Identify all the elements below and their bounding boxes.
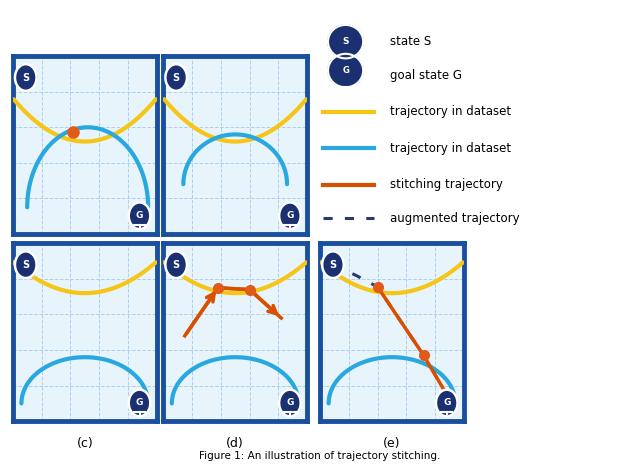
Text: intersection: intersection: [390, 248, 461, 261]
Circle shape: [15, 64, 36, 91]
Text: G: G: [443, 398, 451, 408]
Text: G: G: [342, 66, 349, 75]
Circle shape: [279, 203, 301, 229]
Text: stitching trajectory: stitching trajectory: [390, 178, 503, 191]
Circle shape: [165, 251, 187, 278]
Text: (e): (e): [383, 437, 401, 450]
Text: Figure 1: An illustration of trajectory stitching.: Figure 1: An illustration of trajectory …: [199, 451, 441, 461]
Text: S: S: [173, 260, 180, 270]
Text: G: G: [136, 211, 143, 220]
Text: trajectory in dataset: trajectory in dataset: [390, 142, 511, 154]
Circle shape: [15, 251, 36, 278]
Circle shape: [322, 251, 344, 278]
Text: (c): (c): [76, 437, 93, 450]
Text: (d): (d): [227, 437, 244, 450]
Text: S: S: [22, 260, 29, 270]
Text: goal state G: goal state G: [390, 69, 462, 81]
Text: G: G: [286, 211, 294, 220]
Text: G: G: [286, 398, 294, 408]
Circle shape: [328, 54, 364, 87]
Circle shape: [165, 64, 187, 91]
Text: state S: state S: [390, 35, 431, 48]
Text: G: G: [136, 398, 143, 408]
Text: S: S: [22, 73, 29, 82]
Circle shape: [279, 390, 301, 417]
Text: S: S: [342, 37, 349, 46]
Text: S: S: [330, 260, 337, 270]
Circle shape: [129, 390, 150, 417]
Text: (b): (b): [227, 247, 244, 259]
Text: augmented trajectory: augmented trajectory: [390, 212, 520, 225]
Circle shape: [328, 25, 364, 58]
Circle shape: [436, 390, 458, 417]
Circle shape: [129, 203, 150, 229]
Text: (a): (a): [76, 247, 93, 259]
Text: S: S: [173, 73, 180, 82]
Text: trajectory in dataset: trajectory in dataset: [390, 105, 511, 118]
